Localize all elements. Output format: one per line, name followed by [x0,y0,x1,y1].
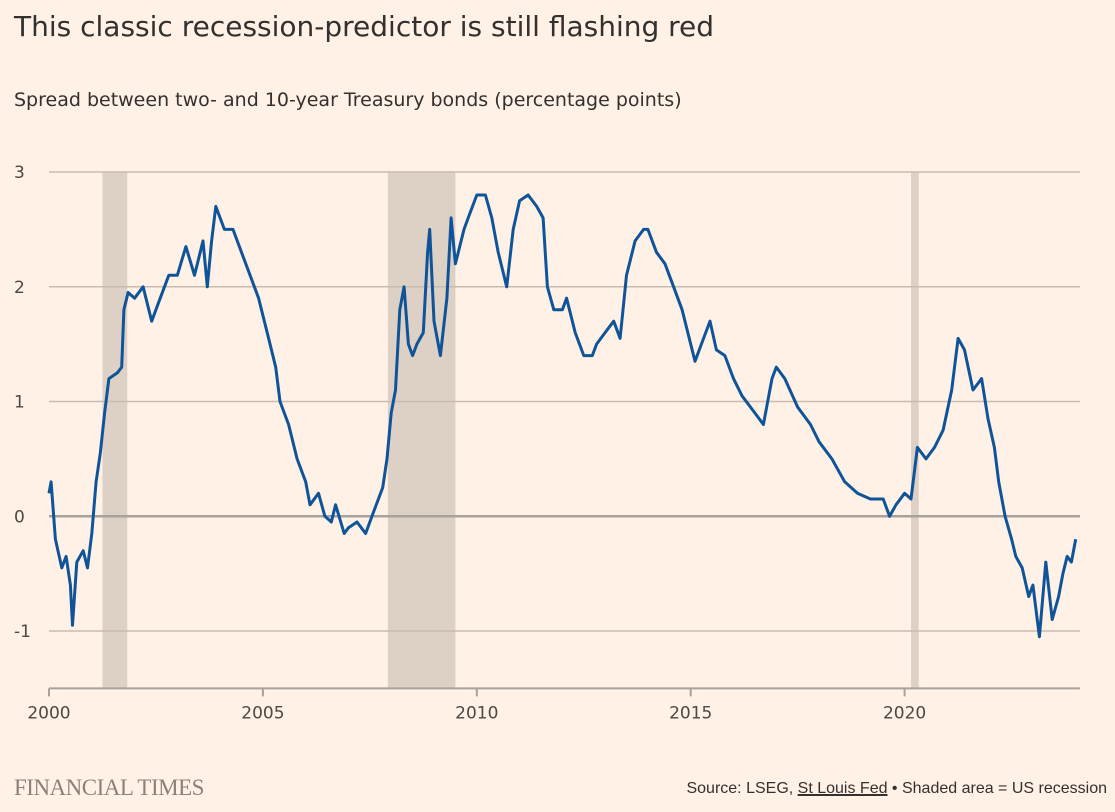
y-tick-label: 1 [14,393,25,413]
x-tick-label: 2005 [241,703,284,723]
chart-subtitle: Spread between two- and 10-year Treasury… [14,89,682,111]
ft-logo: FINANCIAL TIMES [14,775,204,800]
x-axis: 2000 2005 2010 2015 2020 [27,687,1080,723]
source-note: Source: LSEG, St Louis Fed • Shaded area… [686,780,1107,798]
source-link[interactable]: St Louis Fed [797,780,888,797]
source-suffix: • Shaded area = US recession [887,780,1107,797]
y-tick-label: 2 [14,278,25,298]
y-tick-label: 0 [14,507,25,527]
y-axis: 3 2 1 0 -1 [14,163,31,642]
x-tick-label: 2010 [455,703,498,723]
grid-lines [49,171,1080,632]
x-tick-label: 2015 [669,703,712,723]
source-prefix: Source: LSEG, [686,780,798,797]
chart-title: This classic recession-predictor is stil… [14,10,715,43]
spread-line [47,193,1078,639]
chart-svg: 3 2 1 0 -1 2000 2005 2010 2015 2020 [14,163,1080,723]
y-tick-label: 3 [14,163,25,183]
x-tick-label: 2000 [27,703,70,723]
y-tick-label: -1 [14,622,31,642]
recession-band [911,172,919,689]
x-tick-label: 2020 [883,703,926,723]
recession-bands [102,172,919,689]
recession-band [102,172,128,689]
recession-band [387,172,456,689]
